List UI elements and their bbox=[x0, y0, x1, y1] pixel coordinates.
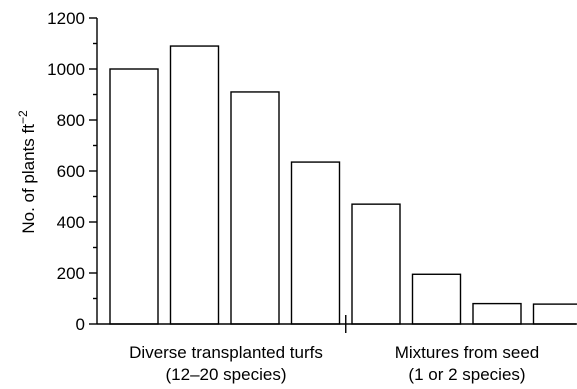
bar bbox=[230, 91, 280, 325]
bar bbox=[169, 45, 220, 325]
group-label-1-line1: Diverse transplanted turfs bbox=[129, 343, 323, 362]
group-label-1-line2: (12–20 species) bbox=[166, 365, 287, 384]
group-label-2-line2: (1 or 2 species) bbox=[408, 365, 525, 384]
y-axis-title: No. of plants ft−2 bbox=[16, 110, 38, 234]
y-tick-label: 800 bbox=[57, 111, 85, 130]
x-axis bbox=[97, 315, 576, 333]
y-tick-label: 400 bbox=[57, 213, 85, 232]
group-label-2-line1: Mixtures from seed bbox=[395, 343, 540, 362]
bars bbox=[109, 45, 577, 325]
y-axis-title-text: No. of plants ft bbox=[19, 124, 38, 234]
bar bbox=[411, 273, 462, 325]
y-tick-label: 200 bbox=[57, 264, 85, 283]
y-tick-label: 0 bbox=[76, 315, 85, 334]
bar bbox=[351, 203, 401, 325]
bar bbox=[472, 302, 522, 325]
y-tick-label: 600 bbox=[57, 162, 85, 181]
y-axis: 0 200 400 600 800 1000 1200 bbox=[47, 9, 98, 334]
bar bbox=[109, 68, 159, 325]
y-tick-label: 1000 bbox=[47, 60, 85, 79]
y-tick-label: 1200 bbox=[47, 9, 85, 28]
bar bbox=[290, 161, 341, 325]
bar bbox=[532, 303, 577, 325]
y-axis-title-exponent: −2 bbox=[16, 110, 30, 124]
